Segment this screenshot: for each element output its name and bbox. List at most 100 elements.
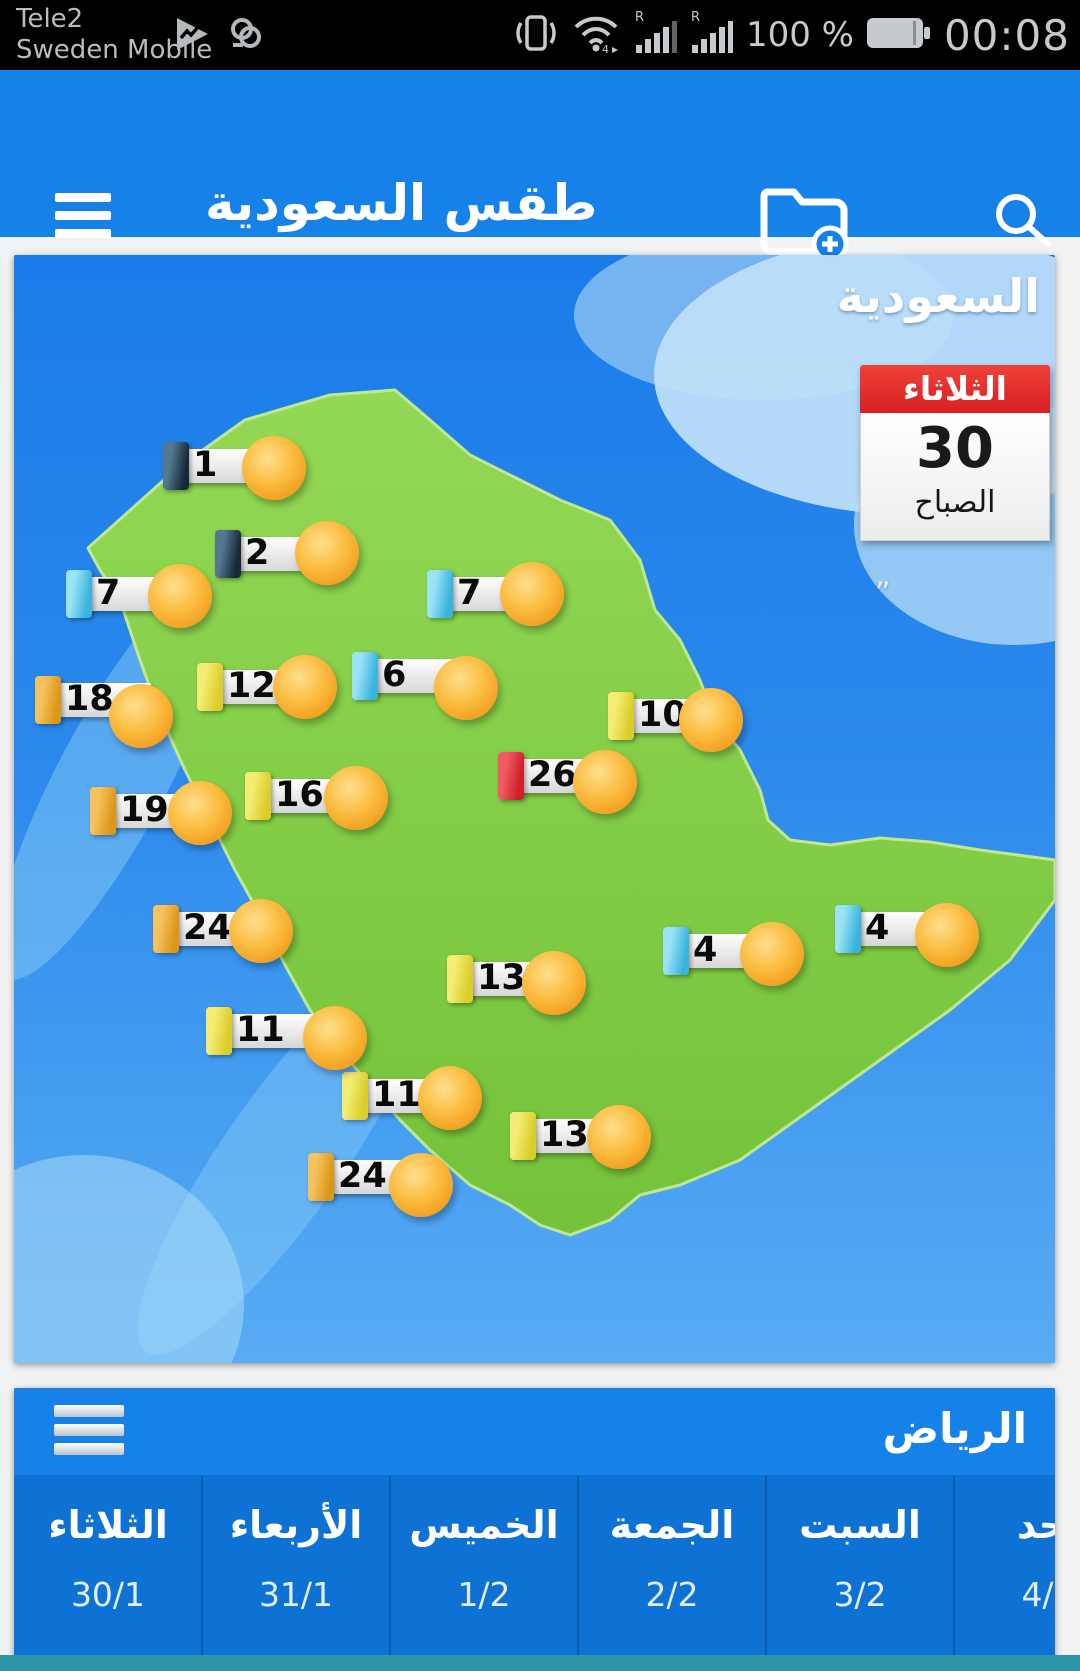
bottom-bar — [0, 1655, 1080, 1671]
sunny-icon — [418, 1066, 482, 1130]
temperature-value: 7 — [96, 573, 121, 613]
column-separator — [577, 1475, 579, 1671]
temperature-value: 24 — [338, 1156, 387, 1196]
sunny-icon — [587, 1105, 651, 1169]
sunny-icon — [573, 750, 637, 814]
day-name-label: الأربعاء — [229, 1503, 363, 1547]
forecast-day-column[interactable]: الخميس 1/2 — [390, 1475, 578, 1671]
temperature-value: 19 — [120, 790, 169, 830]
temperature-chip-yellow — [447, 955, 473, 1003]
sunny-icon — [389, 1153, 453, 1217]
day-date-label: 3/2 — [833, 1575, 887, 1614]
wifi-icon: 4 — [570, 11, 622, 59]
temperature-chip-cyan — [427, 570, 453, 618]
day-name-label: الثلاثاء — [48, 1503, 168, 1547]
status-bar: Tele2 Sweden Mobile — [0, 0, 1080, 70]
folder-add-icon[interactable] — [760, 178, 852, 266]
forecast-header: الرياض — [14, 1388, 1055, 1475]
forecast-day-column[interactable]: أحد 4/2 — [954, 1475, 1055, 1671]
day-date-label: 4/2 — [1021, 1575, 1055, 1614]
temperature-chip-yellow — [245, 772, 271, 820]
temperature-value: 10 — [638, 695, 687, 735]
temperature-chip-cyan — [66, 570, 92, 618]
sunny-icon — [168, 781, 232, 845]
app-title: طقس السعودية — [205, 174, 598, 232]
temperature-chip-cyan — [835, 905, 861, 953]
list-menu-icon[interactable] — [54, 1405, 124, 1462]
search-icon[interactable] — [990, 188, 1060, 258]
column-separator — [953, 1475, 955, 1671]
sunny-icon — [434, 656, 498, 720]
sunny-icon — [303, 1006, 367, 1070]
temperature-value: 26 — [528, 755, 577, 795]
battery-percent-label: 100 % — [745, 15, 854, 55]
calendar-day-number: 30 — [916, 416, 994, 481]
sunny-icon — [242, 436, 306, 500]
weather-map[interactable]: السعودية الثلاثاء „ 30 الصباح 1 2 7 7 6 12 10 1… — [14, 255, 1055, 1363]
menu-icon[interactable] — [55, 193, 111, 238]
temperature-value: 24 — [183, 908, 232, 948]
temperature-value: 11 — [372, 1075, 421, 1115]
temperature-value: 16 — [275, 775, 324, 815]
temperature-value: 6 — [382, 655, 407, 695]
calendar-period: الصباح — [914, 485, 996, 520]
temperature-value: 12 — [227, 666, 276, 706]
sunny-icon — [109, 684, 173, 748]
day-date-label: 2/2 — [645, 1575, 699, 1614]
temperature-chip-yellow — [197, 663, 223, 711]
day-name-label: أحد — [1016, 1503, 1055, 1547]
day-name-label: الجمعة — [609, 1503, 735, 1547]
signal-bars-roaming-icon: R — [690, 9, 734, 61]
sunny-icon — [295, 521, 359, 585]
temperature-chip-red — [498, 752, 524, 800]
forecast-day-column[interactable]: الأربعاء 31/1 — [202, 1475, 390, 1671]
sunny-icon — [522, 951, 586, 1015]
app-header: طقس السعودية — [0, 70, 1080, 263]
svg-text:R: R — [635, 10, 644, 25]
forecast-day-column[interactable]: الجمعة 2/2 — [578, 1475, 766, 1671]
forecast-day-column[interactable]: الثلاثاء 30/1 — [14, 1475, 202, 1671]
temperature-value: 11 — [236, 1010, 285, 1050]
temperature-chip-orange — [90, 787, 116, 835]
temperature-value: 13 — [477, 958, 526, 998]
temperature-chip-orange — [308, 1153, 334, 1201]
temperature-marker[interactable]: 19 — [102, 790, 210, 830]
temperature-value: 18 — [65, 679, 114, 719]
temperature-chip-navy — [163, 442, 189, 490]
calendar-weekday: الثلاثاء — [860, 365, 1050, 413]
temperature-value: 2 — [245, 533, 270, 573]
sunny-icon — [679, 688, 743, 752]
temperature-chip-orange — [153, 905, 179, 953]
sunny-icon — [324, 766, 388, 830]
temperature-value: 4 — [865, 908, 890, 948]
temperature-chip-yellow — [206, 1007, 232, 1055]
temperature-chip-yellow — [510, 1112, 536, 1160]
temperature-chip-orange — [35, 676, 61, 724]
day-name-label: السبت — [799, 1503, 921, 1547]
svg-text:R: R — [691, 10, 700, 25]
column-separator — [201, 1475, 203, 1671]
calendar-widget: الثلاثاء „ 30 الصباح — [860, 365, 1050, 591]
column-separator — [765, 1475, 767, 1671]
forecast-day-column[interactable]: السبت 3/2 — [766, 1475, 954, 1671]
day-date-label: 1/2 — [457, 1575, 511, 1614]
day-date-label: 30/1 — [70, 1575, 146, 1614]
temperature-value: 4 — [693, 930, 718, 970]
sunny-icon — [915, 903, 979, 967]
calendar-fold-mark: „ — [875, 558, 891, 593]
temperature-chip-cyan — [663, 927, 689, 975]
loops-notification-icon — [226, 14, 266, 58]
temperature-value: 1 — [193, 445, 218, 485]
city-label: الرياض — [882, 1404, 1027, 1453]
play-notification-icon — [172, 14, 212, 58]
forecast-days-table: الثلاثاء 30/1 الأربعاء 31/1 الخميس 1/2 الجمعة 2… — [14, 1475, 1055, 1671]
column-separator — [389, 1475, 391, 1671]
temperature-chip-cyan — [352, 652, 378, 700]
clock-label: 00:08 — [943, 10, 1070, 60]
vibrate-icon — [514, 11, 558, 59]
forecast-card: الرياض الثلاثاء 30/1 الأربعاء 31/1 الخميس 1/2… — [14, 1388, 1055, 1671]
temperature-chip-navy — [215, 530, 241, 578]
temperature-value: 7 — [457, 573, 482, 613]
day-name-label: الخميس — [409, 1503, 559, 1547]
sunny-icon — [273, 655, 337, 719]
